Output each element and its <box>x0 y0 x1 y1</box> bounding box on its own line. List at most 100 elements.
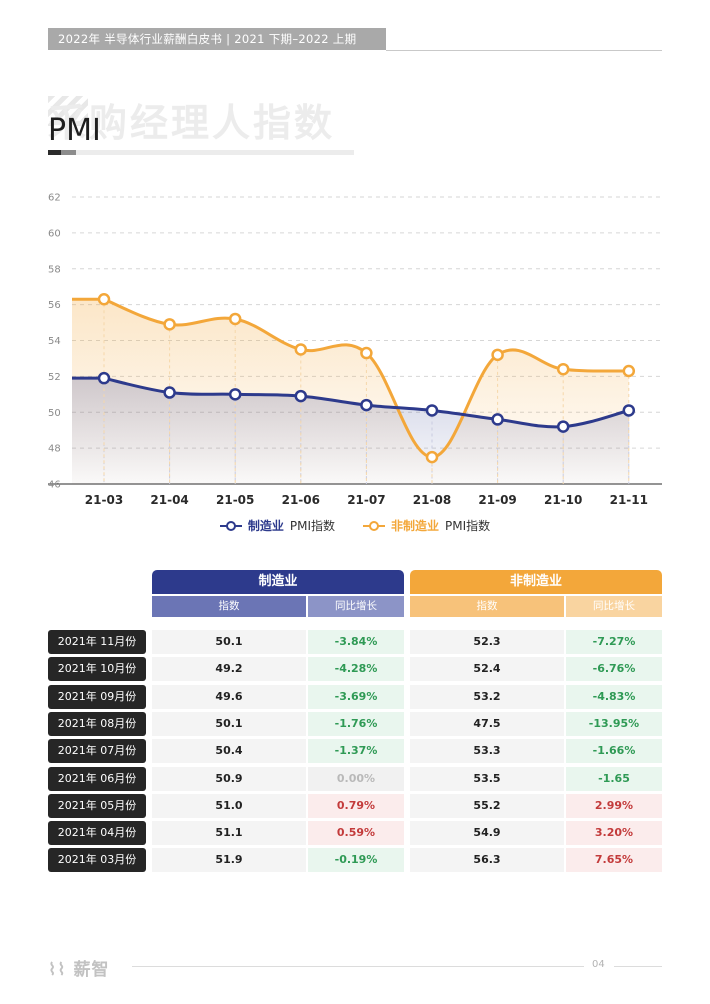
data-point <box>294 389 308 403</box>
manufacturing-index-cell: 50.1 <box>152 630 306 654</box>
non-manufacturing-index-cell: 52.3 <box>410 630 564 654</box>
group-header-non-manufacturing: 非制造业 <box>410 570 662 594</box>
subheader-change: 同比增长 <box>566 596 662 617</box>
subheader-index: 指数 <box>410 596 564 617</box>
manufacturing-change-cell: -3.69% <box>308 685 404 709</box>
legend-series-name: 制造业 <box>247 519 284 533</box>
non-manufacturing-index-cell: 56.3 <box>410 848 564 872</box>
y-axis-ticks: 46 48 50 52 54 56 58 60 62 <box>48 193 61 491</box>
manufacturing-index-cell: 51.9 <box>152 848 306 872</box>
stripe-decoration <box>48 96 88 126</box>
non-manufacturing-change-cell: 7.65% <box>566 848 662 872</box>
x-tick-label: 21-08 <box>413 493 451 507</box>
manufacturing-index-cell: 50.9 <box>152 767 306 791</box>
title-underline <box>48 150 354 155</box>
x-tick-label: 21-09 <box>478 493 516 507</box>
x-tick-label: 21-07 <box>347 493 385 507</box>
row-label: 2021年 11月份 <box>48 630 146 654</box>
y-tick-label: 50 <box>48 408 61 419</box>
section-watermark: 采购经理人指数 <box>48 101 336 145</box>
data-point <box>425 450 439 464</box>
footer-logo-text: 薪智 <box>73 960 110 980</box>
non-manufacturing-index-cell: 53.5 <box>410 767 564 791</box>
x-tick-label: 21-05 <box>216 493 254 507</box>
subheader-index: 指数 <box>152 596 306 617</box>
legend-series-name: 非制造业 <box>391 519 440 533</box>
footer-logo: ⌇⌇ 薪智 <box>48 960 110 980</box>
group-header-manufacturing: 制造业 <box>152 570 404 594</box>
x-tick-label: 21-03 <box>85 493 123 507</box>
row-label: 2021年 08月份 <box>48 712 146 736</box>
y-tick-label: 60 <box>48 228 61 239</box>
manufacturing-index-cell: 49.6 <box>152 685 306 709</box>
y-tick-label: 52 <box>48 372 61 383</box>
x-tick-label: 21-11 <box>610 493 648 507</box>
non-manufacturing-index-cell: 47.5 <box>410 712 564 736</box>
row-label: 2021年 07月份 <box>48 739 146 763</box>
row-label: 2021年 06月份 <box>48 767 146 791</box>
non-manufacturing-index-cell: 53.2 <box>410 685 564 709</box>
non-manufacturing-change-cell: -1.65 <box>566 767 662 791</box>
row-label: 2021年 05月份 <box>48 794 146 818</box>
manufacturing-change-cell: -3.84% <box>308 630 404 654</box>
data-point <box>228 388 242 401</box>
y-tick-label: 62 <box>48 193 61 204</box>
x-tick-label: 21-10 <box>544 493 582 507</box>
non-manufacturing-change-cell: -4.83% <box>566 685 662 709</box>
y-tick-label: 54 <box>48 336 61 347</box>
y-tick-label: 56 <box>48 300 61 311</box>
manufacturing-change-cell: -0.19% <box>308 848 404 872</box>
data-point <box>360 398 373 412</box>
manufacturing-change-cell: 0.59% <box>308 821 404 845</box>
header-divider <box>386 50 662 51</box>
non-manufacturing-change-cell: -6.76% <box>566 657 662 681</box>
legend-series-suffix: PMI指数 <box>289 519 335 533</box>
data-point <box>622 404 636 417</box>
x-tick-label: 21-06 <box>282 493 320 507</box>
data-point <box>491 348 504 362</box>
manufacturing-index-cell: 50.4 <box>152 739 306 763</box>
y-tick-label: 58 <box>48 264 61 275</box>
non-manufacturing-index-cell: 55.2 <box>410 794 564 818</box>
manufacturing-index-cell: 50.1 <box>152 712 306 736</box>
data-point <box>97 371 111 385</box>
data-point <box>228 312 242 326</box>
chart-areas <box>72 299 629 484</box>
manufacturing-change-cell: -1.37% <box>308 739 404 763</box>
legend-item-non-manufacturing: 非制造业 PMI指数 <box>363 517 490 534</box>
y-tick-label: 46 <box>48 480 61 491</box>
data-point <box>425 404 439 417</box>
row-label: 2021年 04月份 <box>48 821 146 845</box>
non-manufacturing-change-cell: -7.27% <box>566 630 662 654</box>
non-manufacturing-change-cell: -1.66% <box>566 739 662 763</box>
manufacturing-change-cell: 0.00% <box>308 767 404 791</box>
legend-marker-icon <box>363 520 385 532</box>
subheader-change: 同比增长 <box>308 596 404 617</box>
chart-points <box>97 292 636 464</box>
legend-series-suffix: PMI指数 <box>445 519 491 533</box>
manufacturing-change-cell: -1.76% <box>308 712 404 736</box>
non-manufacturing-change-cell: 3.20% <box>566 821 662 845</box>
series-area <box>72 378 629 484</box>
legend-item-manufacturing: 制造业 PMI指数 <box>219 517 335 534</box>
y-tick-label: 48 <box>48 444 61 455</box>
data-point <box>622 364 636 378</box>
x-tick-label: 21-04 <box>150 493 188 507</box>
row-label: 2021年 03月份 <box>48 848 146 872</box>
page-number: 04 <box>592 959 605 970</box>
manufacturing-change-cell: 0.79% <box>308 794 404 818</box>
header-bar: 2022年 半导体行业薪酬白皮书 | 2021 下期–2022 上期 <box>48 28 386 50</box>
legend-marker-icon <box>219 520 242 532</box>
footer-divider <box>132 966 584 967</box>
manufacturing-change-cell: -4.28% <box>308 657 404 681</box>
data-point <box>163 318 176 331</box>
x-axis-ticks: 21-03 21-04 21-05 21-06 21-07 21-08 21-09 21-10… <box>85 493 648 507</box>
data-point <box>294 343 308 356</box>
footer-divider-right <box>614 966 662 967</box>
row-label: 2021年 10月份 <box>48 657 146 681</box>
series-line <box>72 297 629 459</box>
data-point <box>163 386 176 399</box>
row-label: 2021年 09月份 <box>48 685 146 709</box>
manufacturing-index-cell: 49.2 <box>152 657 306 681</box>
non-manufacturing-change-cell: 2.99% <box>566 794 662 818</box>
